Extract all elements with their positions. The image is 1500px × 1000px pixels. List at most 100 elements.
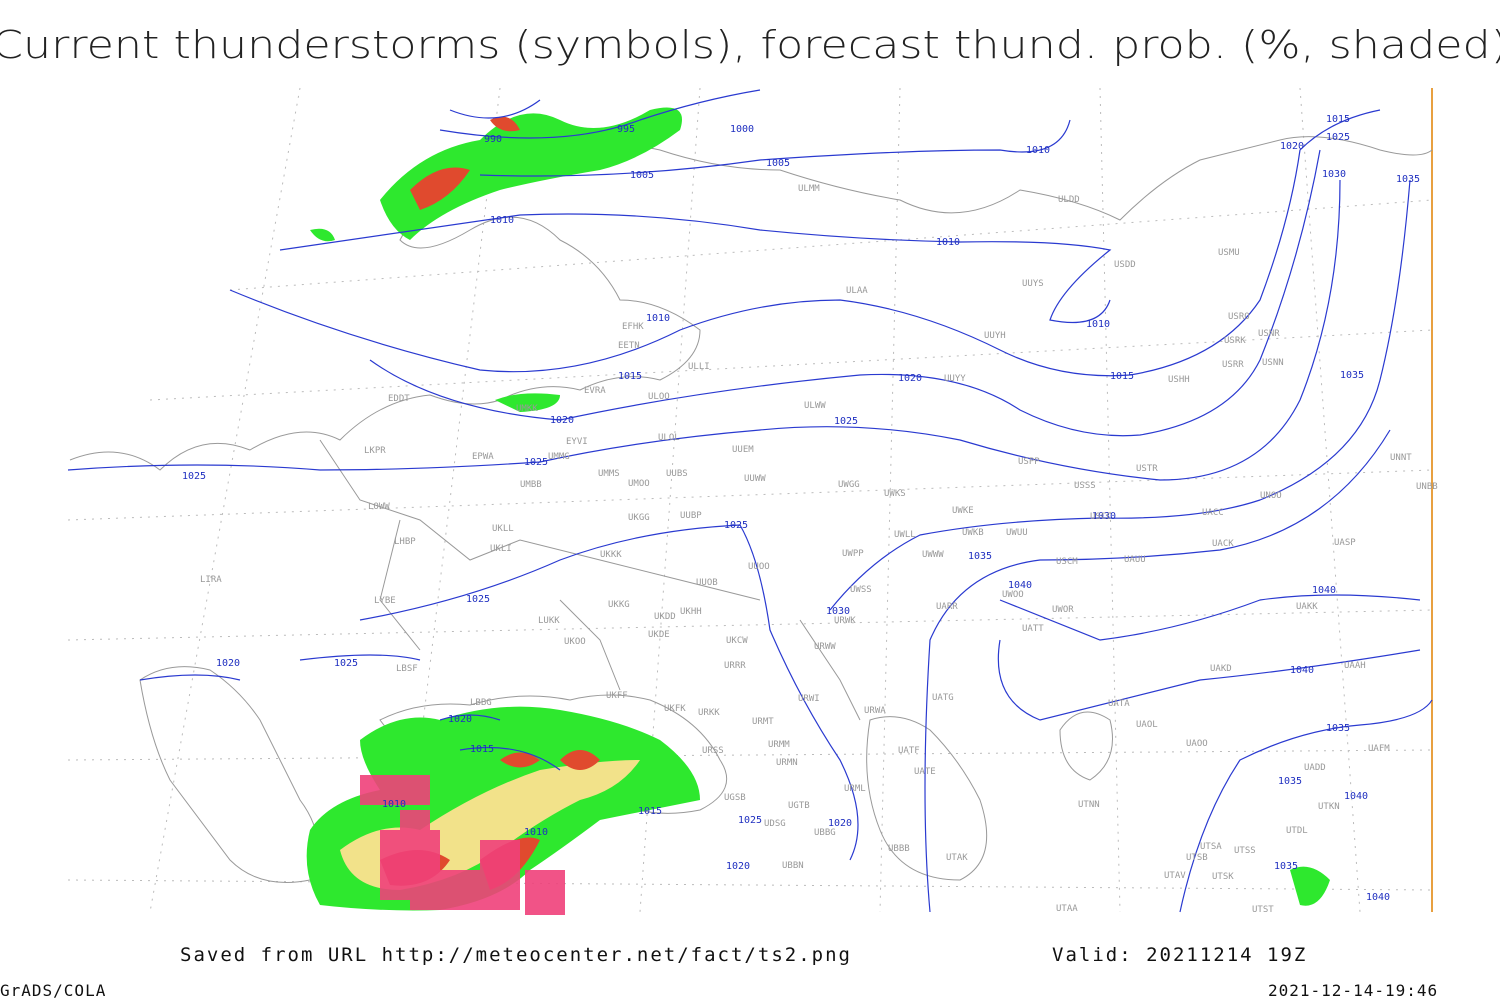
isobar-label: 1035 xyxy=(1278,776,1302,787)
isobar-label: 1020 xyxy=(898,373,922,384)
station-label: UAOL xyxy=(1136,720,1158,730)
station-label: LHBP xyxy=(394,537,416,547)
station-label: UGTB xyxy=(788,801,810,811)
station-label: LIRA xyxy=(200,575,222,585)
station-label: UGSB xyxy=(724,793,746,803)
isobar xyxy=(449,99,541,119)
station-label: URWI xyxy=(798,694,820,704)
station-label: USNN xyxy=(1262,358,1284,368)
isobar-label: 1010 xyxy=(524,827,548,838)
station-label: URWW xyxy=(814,642,836,652)
station-label: UAKK xyxy=(1296,602,1318,612)
station-label: UNNT xyxy=(1390,453,1412,463)
station-label: UUBS xyxy=(666,469,688,479)
station-label: URMT xyxy=(752,717,774,727)
station-label: UKDE xyxy=(648,630,670,640)
isobar-label: 1005 xyxy=(630,170,654,181)
station-label: UASP xyxy=(1334,538,1356,548)
isobar-label: 1035 xyxy=(1396,174,1420,185)
isobar-label: 1035 xyxy=(1274,861,1298,872)
station-label: USNR xyxy=(1258,329,1280,339)
isobar xyxy=(67,179,1341,481)
station-label: UKHH xyxy=(680,607,702,617)
isobar-label: 990 xyxy=(484,134,502,145)
station-label: UUOB xyxy=(696,578,718,588)
station-label: UTAV xyxy=(1164,871,1186,881)
isobar-label: 1010 xyxy=(382,799,406,810)
isobar-label: 1010 xyxy=(646,313,670,324)
station-label: UMMG xyxy=(548,452,570,462)
station-label: URMM xyxy=(768,740,790,750)
north-coast xyxy=(69,136,1433,471)
station-label: UBBB xyxy=(888,844,910,854)
station-label: UBBG xyxy=(814,828,836,838)
thunderstorm-symbols xyxy=(360,775,565,915)
isobar-label: 1025 xyxy=(1326,132,1350,143)
station-label: UTSS xyxy=(1234,846,1256,856)
station-label: EPWA xyxy=(472,452,494,462)
station-label: UMBB xyxy=(520,480,542,490)
station-label: EVRA xyxy=(584,386,606,396)
station-label: USRK xyxy=(1224,336,1246,346)
station-label: UWGG xyxy=(838,480,860,490)
station-label: UWKB xyxy=(962,528,984,538)
isobar-label: 1040 xyxy=(1290,665,1314,676)
station-label: UATF xyxy=(898,746,920,756)
isobar-label: 1015 xyxy=(470,744,494,755)
isobar-label: 995 xyxy=(617,124,635,135)
station-label: URRR xyxy=(724,661,746,671)
map xyxy=(67,87,1433,915)
station-label: UATT xyxy=(1022,624,1044,634)
station-label: UTST xyxy=(1252,905,1274,915)
station-label: UATG xyxy=(932,693,954,703)
station-label: UTSK xyxy=(1212,872,1234,882)
station-label: USCM xyxy=(1056,557,1078,567)
station-label: URMN xyxy=(776,758,798,768)
isobar-label: 1010 xyxy=(936,237,960,248)
station-label: ULAA xyxy=(846,286,868,296)
station-label: EETN xyxy=(618,341,640,351)
station-label: UTAA xyxy=(1056,904,1078,914)
station-label: UTKN xyxy=(1318,802,1340,812)
station-label: UWPP xyxy=(842,549,864,559)
station-label: ULOL xyxy=(658,433,680,443)
station-label: UKDD xyxy=(654,612,676,622)
isobar xyxy=(997,594,1421,721)
map-frame xyxy=(68,88,1432,912)
station-label: UWKE xyxy=(952,506,974,516)
station-label: UMKK xyxy=(516,404,538,414)
station-label: LUKK xyxy=(538,616,560,626)
station-label: ULLI xyxy=(688,362,710,372)
isobar-label: 1000 xyxy=(730,124,754,135)
station-label: UARR xyxy=(936,602,958,612)
isobar-label: 1010 xyxy=(490,215,514,226)
isobar xyxy=(279,213,1112,324)
isobar-label: 1040 xyxy=(1312,585,1336,596)
station-label: UKKK xyxy=(600,550,622,560)
isobar-label: 1025 xyxy=(524,457,548,468)
graticule xyxy=(67,87,1433,913)
isobar xyxy=(829,179,1411,611)
station-label: UKKG xyxy=(608,600,630,610)
isobar-label: 1025 xyxy=(724,520,748,531)
isobar-label: 1010 xyxy=(1086,319,1110,330)
station-label: LKPR xyxy=(364,446,386,456)
isobar-label: 1020 xyxy=(726,861,750,872)
station-label: USMU xyxy=(1218,248,1240,258)
isobar-label: 1030 xyxy=(826,606,850,617)
station-label: ULWW xyxy=(804,401,826,411)
borders xyxy=(319,439,861,721)
station-label: USSS xyxy=(1074,481,1096,491)
station-label: UKFK xyxy=(664,704,686,714)
station-label: EFHK xyxy=(622,322,644,332)
station-label: USTR xyxy=(1136,464,1158,474)
station-label: URML xyxy=(844,784,866,794)
station-label: USRR xyxy=(1222,360,1244,370)
isobar-label: 1035 xyxy=(968,551,992,562)
isobar-label: 1025 xyxy=(182,471,206,482)
isobar xyxy=(229,109,1381,377)
station-label: UKFF xyxy=(606,691,628,701)
storm-clusters xyxy=(360,775,565,915)
isobar-label: 1035 xyxy=(1326,723,1350,734)
isobar-label: 1005 xyxy=(766,158,790,169)
